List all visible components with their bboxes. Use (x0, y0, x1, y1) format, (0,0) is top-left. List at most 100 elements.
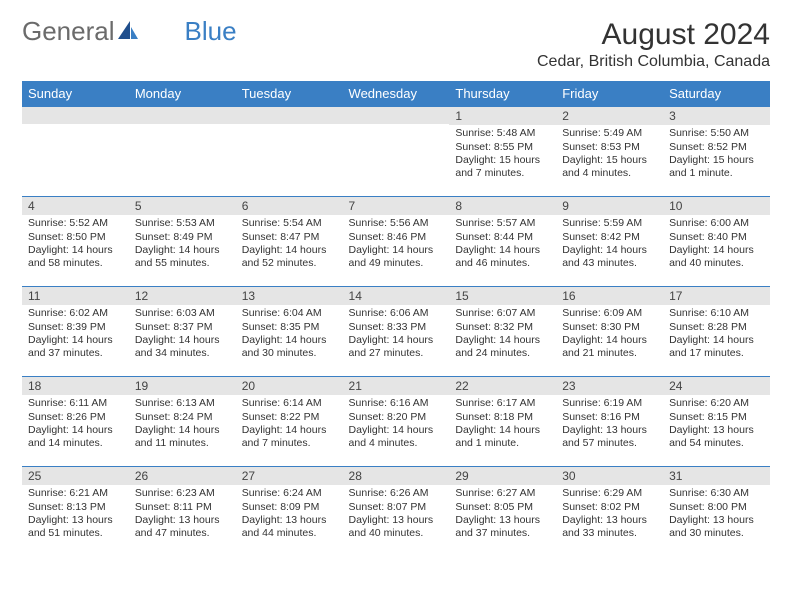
sunset-line: Sunset: 8:47 PM (242, 231, 337, 244)
calendar-cell (22, 107, 129, 197)
daylight-line: Daylight: 15 hours and 1 minute. (669, 154, 764, 180)
sunset-line: Sunset: 8:55 PM (455, 141, 550, 154)
sunset-line: Sunset: 8:13 PM (28, 501, 123, 514)
daylight-line: Daylight: 14 hours and 49 minutes. (349, 244, 444, 270)
sunrise-line: Sunrise: 6:13 AM (135, 397, 230, 410)
day-number: 21 (343, 377, 450, 395)
day-details: Sunrise: 5:56 AMSunset: 8:46 PMDaylight:… (343, 215, 450, 274)
sunrise-line: Sunrise: 6:21 AM (28, 487, 123, 500)
calendar-cell: 7Sunrise: 5:56 AMSunset: 8:46 PMDaylight… (343, 197, 450, 287)
sunset-line: Sunset: 8:53 PM (562, 141, 657, 154)
calendar-row: 18Sunrise: 6:11 AMSunset: 8:26 PMDayligh… (22, 377, 770, 467)
sunrise-line: Sunrise: 6:00 AM (669, 217, 764, 230)
sunrise-line: Sunrise: 5:49 AM (562, 127, 657, 140)
sunrise-line: Sunrise: 6:14 AM (242, 397, 337, 410)
daylight-line: Daylight: 14 hours and 27 minutes. (349, 334, 444, 360)
page-header: General Blue August 2024 Cedar, British … (22, 18, 770, 71)
daylight-line: Daylight: 13 hours and 51 minutes. (28, 514, 123, 540)
sunrise-line: Sunrise: 6:24 AM (242, 487, 337, 500)
month-title: August 2024 (537, 18, 770, 51)
day-number: 8 (449, 197, 556, 215)
calendar-cell: 28Sunrise: 6:26 AMSunset: 8:07 PMDayligh… (343, 467, 450, 557)
day-number: 28 (343, 467, 450, 485)
day-details: Sunrise: 6:19 AMSunset: 8:16 PMDaylight:… (556, 395, 663, 454)
day-number: 5 (129, 197, 236, 215)
day-details: Sunrise: 5:54 AMSunset: 8:47 PMDaylight:… (236, 215, 343, 274)
daylight-line: Daylight: 14 hours and 30 minutes. (242, 334, 337, 360)
sunset-line: Sunset: 8:40 PM (669, 231, 764, 244)
day-details: Sunrise: 6:10 AMSunset: 8:28 PMDaylight:… (663, 305, 770, 364)
day-number: 13 (236, 287, 343, 305)
sunrise-line: Sunrise: 6:06 AM (349, 307, 444, 320)
day-details: Sunrise: 6:20 AMSunset: 8:15 PMDaylight:… (663, 395, 770, 454)
sunset-line: Sunset: 8:07 PM (349, 501, 444, 514)
sunset-line: Sunset: 8:05 PM (455, 501, 550, 514)
calendar-cell: 15Sunrise: 6:07 AMSunset: 8:32 PMDayligh… (449, 287, 556, 377)
day-number: 9 (556, 197, 663, 215)
sunrise-line: Sunrise: 6:23 AM (135, 487, 230, 500)
sunrise-line: Sunrise: 6:02 AM (28, 307, 123, 320)
day-number: 30 (556, 467, 663, 485)
day-details: Sunrise: 6:03 AMSunset: 8:37 PMDaylight:… (129, 305, 236, 364)
sunset-line: Sunset: 8:28 PM (669, 321, 764, 334)
day-details: Sunrise: 6:09 AMSunset: 8:30 PMDaylight:… (556, 305, 663, 364)
daylight-line: Daylight: 14 hours and 24 minutes. (455, 334, 550, 360)
day-number: 16 (556, 287, 663, 305)
daylight-line: Daylight: 14 hours and 37 minutes. (28, 334, 123, 360)
sunrise-line: Sunrise: 6:26 AM (349, 487, 444, 500)
day-number: 14 (343, 287, 450, 305)
day-details: Sunrise: 6:00 AMSunset: 8:40 PMDaylight:… (663, 215, 770, 274)
calendar-cell: 14Sunrise: 6:06 AMSunset: 8:33 PMDayligh… (343, 287, 450, 377)
sunrise-line: Sunrise: 6:03 AM (135, 307, 230, 320)
daylight-line: Daylight: 15 hours and 7 minutes. (455, 154, 550, 180)
daylight-line: Daylight: 14 hours and 58 minutes. (28, 244, 123, 270)
day-details: Sunrise: 5:59 AMSunset: 8:42 PMDaylight:… (556, 215, 663, 274)
day-details: Sunrise: 5:49 AMSunset: 8:53 PMDaylight:… (556, 125, 663, 184)
sunset-line: Sunset: 8:35 PM (242, 321, 337, 334)
daylight-line: Daylight: 14 hours and 21 minutes. (562, 334, 657, 360)
day-details: Sunrise: 6:29 AMSunset: 8:02 PMDaylight:… (556, 485, 663, 544)
sunrise-line: Sunrise: 5:52 AM (28, 217, 123, 230)
sunrise-line: Sunrise: 6:04 AM (242, 307, 337, 320)
sunrise-line: Sunrise: 6:19 AM (562, 397, 657, 410)
logo-text-general: General (22, 18, 115, 44)
sunset-line: Sunset: 8:26 PM (28, 411, 123, 424)
daylight-line: Daylight: 14 hours and 52 minutes. (242, 244, 337, 270)
sunset-line: Sunset: 8:18 PM (455, 411, 550, 424)
calendar-cell: 12Sunrise: 6:03 AMSunset: 8:37 PMDayligh… (129, 287, 236, 377)
sunrise-line: Sunrise: 6:27 AM (455, 487, 550, 500)
sunrise-line: Sunrise: 6:30 AM (669, 487, 764, 500)
daylight-line: Daylight: 13 hours and 57 minutes. (562, 424, 657, 450)
day-details: Sunrise: 6:16 AMSunset: 8:20 PMDaylight:… (343, 395, 450, 454)
day-header-mon: Monday (129, 81, 236, 107)
calendar-cell (236, 107, 343, 197)
daylight-line: Daylight: 14 hours and 14 minutes. (28, 424, 123, 450)
day-number-bar (129, 107, 236, 124)
day-number: 12 (129, 287, 236, 305)
day-number-bar (22, 107, 129, 124)
calendar-cell: 17Sunrise: 6:10 AMSunset: 8:28 PMDayligh… (663, 287, 770, 377)
sunrise-line: Sunrise: 5:56 AM (349, 217, 444, 230)
calendar-row: 4Sunrise: 5:52 AMSunset: 8:50 PMDaylight… (22, 197, 770, 287)
sunrise-line: Sunrise: 6:20 AM (669, 397, 764, 410)
logo-text-blue: Blue (185, 18, 237, 44)
day-details: Sunrise: 6:27 AMSunset: 8:05 PMDaylight:… (449, 485, 556, 544)
day-number: 6 (236, 197, 343, 215)
calendar-cell: 25Sunrise: 6:21 AMSunset: 8:13 PMDayligh… (22, 467, 129, 557)
day-number: 29 (449, 467, 556, 485)
calendar-cell: 8Sunrise: 5:57 AMSunset: 8:44 PMDaylight… (449, 197, 556, 287)
calendar-cell: 11Sunrise: 6:02 AMSunset: 8:39 PMDayligh… (22, 287, 129, 377)
sunset-line: Sunset: 8:42 PM (562, 231, 657, 244)
sunset-line: Sunset: 8:50 PM (28, 231, 123, 244)
calendar-cell: 18Sunrise: 6:11 AMSunset: 8:26 PMDayligh… (22, 377, 129, 467)
calendar-cell: 6Sunrise: 5:54 AMSunset: 8:47 PMDaylight… (236, 197, 343, 287)
daylight-line: Daylight: 14 hours and 4 minutes. (349, 424, 444, 450)
day-number: 19 (129, 377, 236, 395)
logo: General Blue (22, 18, 237, 44)
sunset-line: Sunset: 8:16 PM (562, 411, 657, 424)
calendar-cell: 29Sunrise: 6:27 AMSunset: 8:05 PMDayligh… (449, 467, 556, 557)
day-details: Sunrise: 6:13 AMSunset: 8:24 PMDaylight:… (129, 395, 236, 454)
sunset-line: Sunset: 8:30 PM (562, 321, 657, 334)
calendar-row: 25Sunrise: 6:21 AMSunset: 8:13 PMDayligh… (22, 467, 770, 557)
calendar-cell: 20Sunrise: 6:14 AMSunset: 8:22 PMDayligh… (236, 377, 343, 467)
